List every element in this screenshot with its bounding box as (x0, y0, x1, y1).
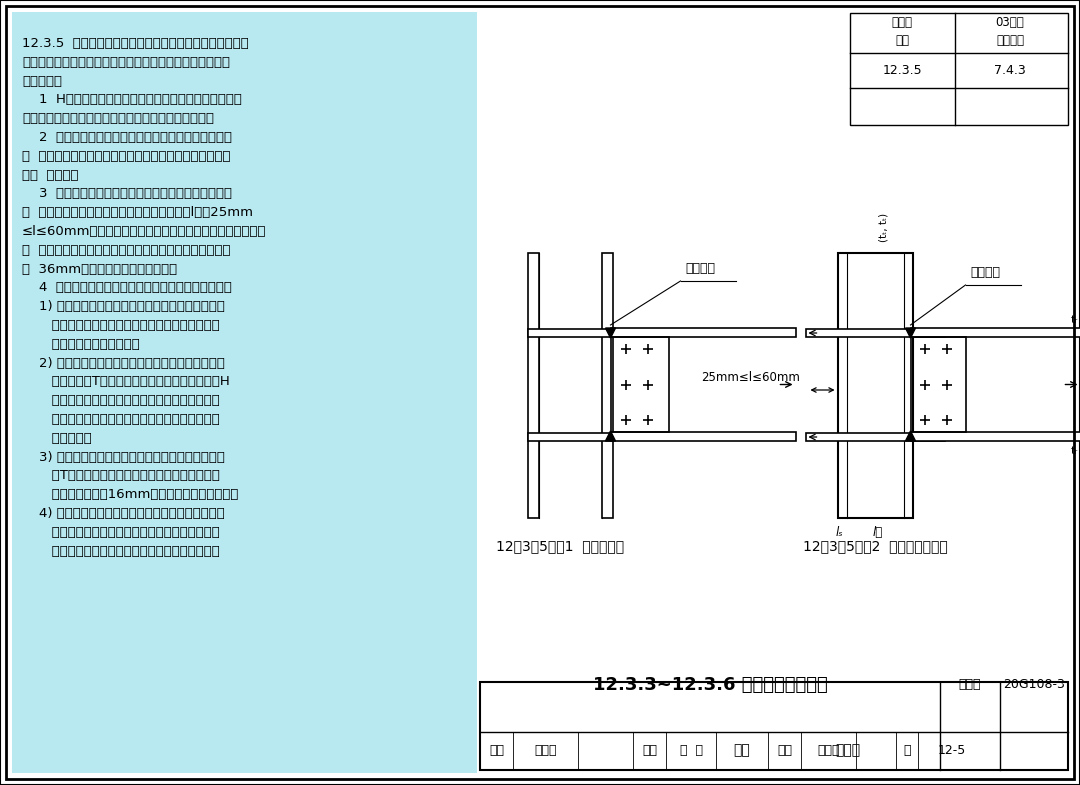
Text: 2  梁柱节点宜采用柱贯通构造，当柱采用冷成型管截: 2 梁柱节点宜采用柱贯通构造，当柱采用冷成型管截 (22, 131, 232, 144)
Bar (527, 433, 612, 441)
Text: 形截面柱弱轴方向连接，即与腹板垂直相连形成: 形截面柱弱轴方向连接，即与腹板垂直相连形成 (22, 394, 219, 407)
Text: 校对: 校对 (642, 743, 657, 757)
Text: 宜小于梁翁缘厚度；其宽度应符合传力、构造和: 宜小于梁翁缘厚度；其宽度应符合传力、构造和 (22, 319, 219, 332)
Text: 余海群: 余海群 (535, 743, 557, 757)
Text: 度  不应小于梁翁缘厚度和柱壁板的厚度。当隔板厚度不小: 度 不应小于梁翁缘厚度和柱壁板的厚度。当隔板厚度不小 (22, 244, 230, 257)
Text: 1) 横向加劲股的截面尺寸应经计算确定，其厚度不: 1) 横向加劲股的截面尺寸应经计算确定，其厚度不 (22, 300, 225, 313)
Text: 崔明芙: 崔明芙 (818, 743, 840, 757)
Text: tᵣ: tᵣ (1070, 315, 1078, 325)
Bar (910, 337, 966, 432)
Text: 12.3.5: 12.3.5 (882, 64, 922, 78)
Text: 20G108-3: 20G108-3 (1003, 678, 1065, 692)
Polygon shape (905, 328, 916, 338)
Bar (480, 682, 1068, 770)
Bar (12, 12, 477, 773)
Text: 页: 页 (903, 743, 910, 757)
Text: 汪  明: 汪 明 (679, 743, 702, 757)
Text: 的T形对接焊缝，对无法进行电弧焊的焊缝且柱: 的T形对接焊缝，对无法进行电弧焊的焊缝且柱 (22, 469, 220, 483)
Bar (602, 253, 612, 517)
Bar (527, 329, 612, 337)
Text: 12．3．5图示1  柱贯通构造: 12．3．5图示1 柱贯通构造 (496, 539, 624, 553)
Text: 截面尺寸应符合传力和板件宽厚比限値的要求。: 截面尺寸应符合传力和板件宽厚比限値的要求。 (22, 545, 219, 557)
Text: 贯通  式构造。: 贯通 式构造。 (22, 169, 79, 181)
Polygon shape (606, 328, 616, 338)
Text: 7.4.3: 7.4.3 (994, 64, 1026, 78)
Text: 崔明芸: 崔明芸 (836, 743, 861, 757)
Text: 用  全熔透坡口焊缝连接。贯通式隔板挖出长度l宜满25mm: 用 全熔透坡口焊缝连接。贯通式隔板挖出长度l宜满25mm (22, 206, 253, 219)
Text: 3) 筱形柱中的横向隔板与柱翁缘的连接宜采用焊透: 3) 筱形柱中的横向隔板与柱翁缘的连接宜采用焊透 (22, 451, 225, 464)
Text: 并以焊透的T形对接焊缝与柱翁缘连接。当梁与H: 并以焊透的T形对接焊缝与柱翁缘连接。当梁与H (22, 375, 230, 389)
Bar (910, 432, 1080, 441)
Text: 1  H形钉柱腹板对应于梁翁缘部位宜设置横向加劲股，: 1 H形钉柱腹板对应于梁翁缘部位宜设置横向加劲股， (22, 93, 242, 107)
Text: 壁板厚度不小于16mm的可采用熔化嘴电渣焊；: 壁板厚度不小于16mm的可采用熔化嘴电渣焊； (22, 488, 239, 501)
Text: 12.3.5  采用焊接连接或栓焊混合连接（梁翁缘与柱焊接，: 12.3.5 采用焊接连接或栓焊混合连接（梁翁缘与柱焊接， (22, 37, 248, 50)
Text: lₛ: lₛ (836, 525, 843, 539)
Text: 熔透焊缝: 熔透焊缝 (686, 262, 715, 275)
Text: tᵣ: tᵣ (1070, 446, 1078, 456)
Text: 对接焊缝；: 对接焊缝； (22, 432, 92, 445)
Bar (850, 13, 1068, 125)
Text: 本标准
条文: 本标准 条文 (891, 16, 913, 46)
Text: 下列规定：: 下列规定： (22, 75, 62, 88)
Text: 2) 横向加劲股的上表面宜与梁翁缘的上表面对齐，: 2) 横向加劲股的上表面宜与梁翁缘的上表面对齐， (22, 356, 225, 370)
Text: 03规范
对应条文: 03规范 对应条文 (996, 16, 1024, 46)
Text: 筱形（钉管）柱对应于梁翁缘的位置宜设置水平隔板。: 筱形（钉管）柱对应于梁翁缘的位置宜设置水平隔板。 (22, 112, 214, 125)
Bar (837, 253, 913, 517)
Text: 板件宽厚比限値的要求；: 板件宽厚比限値的要求； (22, 338, 139, 351)
Bar (527, 253, 539, 517)
Bar (806, 329, 945, 337)
Bar (910, 328, 1080, 337)
Text: ≤l≤60mm；隔板宜采用拘束度较小的焊接构造与工艺，其厚: ≤l≤60mm；隔板宜采用拘束度较小的焊接构造与工艺，其厚 (22, 225, 267, 238)
Text: lⲟ: lⲟ (873, 525, 883, 539)
Text: 刚接时，横向加劲股与柱腹板的连接宜采用焊透: 刚接时，横向加劲股与柱腹板的连接宜采用焊透 (22, 413, 219, 426)
Text: 面  或壁板厚度小于翁缘厚度较多时，梁柱节点宜采用隔板: 面 或壁板厚度小于翁缘厚度较多时，梁柱节点宜采用隔板 (22, 150, 230, 162)
Text: 孙明: 孙明 (733, 743, 751, 757)
Bar (610, 328, 796, 337)
Polygon shape (905, 431, 916, 441)
Text: 接应能传递柱腹板所能系担剪力之外的剪力；其: 接应能传递柱腹板所能系担剪力之外的剪力；其 (22, 526, 219, 539)
Bar (806, 433, 945, 441)
Text: (tₜ, tₜ): (tₜ, tₜ) (878, 214, 888, 243)
Bar (610, 432, 796, 441)
Text: 3  节点采用隔板贯通式构造时，柱与贯通式隔板应采: 3 节点采用隔板贯通式构造时，柱与贯通式隔板应采 (22, 188, 232, 200)
Text: 4  梁柱节点区柱腹板加劲股或隔板应符合下列规定：: 4 梁柱节点区柱腹板加劲股或隔板应符合下列规定： (22, 281, 232, 294)
Bar (610, 337, 669, 432)
Text: 25mm≤l≤60mm: 25mm≤l≤60mm (702, 371, 800, 384)
Text: 审核: 审核 (489, 743, 504, 757)
Text: 12.3.3~12.3.6 梁柱刚接节点构造: 12.3.3~12.3.6 梁柱刚接节点构造 (593, 676, 827, 694)
Text: 设计: 设计 (777, 743, 792, 757)
Text: 腹板与柱高强度螺栋连接）的梁柱刚接节点，其构造应符合: 腹板与柱高强度螺栋连接）的梁柱刚接节点，其构造应符合 (22, 56, 230, 69)
Text: 于  36mm时，宜选用厚度方向钉板。: 于 36mm时，宜选用厚度方向钉板。 (22, 263, 177, 276)
Text: 熔透焊缝: 熔透焊缝 (971, 266, 1000, 279)
Text: 12．3．5图示2  隔板贯通式构造: 12．3．5图示2 隔板贯通式构造 (802, 539, 947, 553)
Text: 4) 当采用斜向加劲股加强节点域时，加劲股及其连: 4) 当采用斜向加劲股加强节点域时，加劲股及其连 (22, 507, 225, 520)
Text: 12-5: 12-5 (937, 743, 967, 757)
Polygon shape (606, 431, 616, 441)
Text: 图集号: 图集号 (959, 678, 982, 692)
